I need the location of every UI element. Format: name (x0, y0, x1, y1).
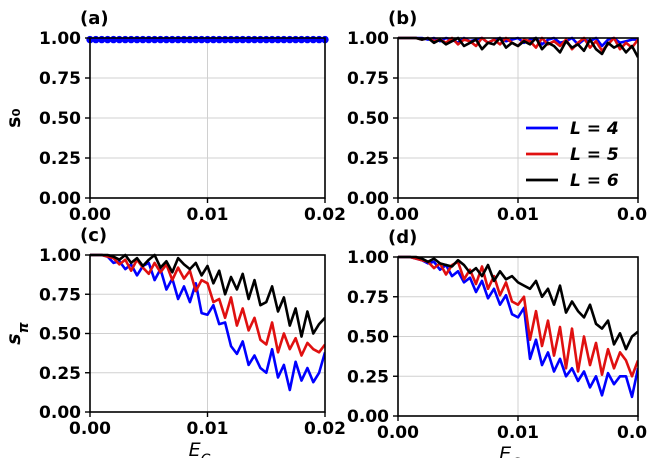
x-tick-label: 0.00 (69, 205, 111, 225)
x-tick-label: 0.00 (377, 205, 419, 225)
y-tick-label: 0.00 (347, 407, 389, 427)
panel-a: 0.00 0.01 0.02 0.00 0.25 0.50 0.75 1.00(a) s₀ (3, 8, 346, 225)
x-axis-label: EC (189, 439, 211, 458)
y-tick-label: 1.00 (347, 29, 389, 49)
x-tick-label: 0.00 (69, 419, 111, 439)
y-tick-label: 0.00 (39, 403, 81, 423)
series-line-L6 (90, 253, 325, 338)
panel-c: 0.00 0.01 0.02 0.00 0.25 0.50 0.75 1.00(c) sπ EC (3, 225, 346, 458)
x-tick-label: 0.02 (304, 419, 346, 439)
y-tick-label: 0.75 (347, 69, 389, 89)
panel-label: (c) (80, 225, 107, 246)
y-tick-label: 0.25 (347, 367, 389, 387)
y-tick-label: 0.25 (39, 364, 81, 384)
x-tick-label: 0.01 (187, 419, 229, 439)
y-axis-label: sπ (3, 321, 32, 344)
y-tick-label: 0.50 (39, 109, 81, 129)
y-tick-label: 0.00 (39, 189, 81, 209)
y-tick-label: 0.25 (347, 149, 389, 169)
series-line-L5 (398, 255, 638, 378)
series-line-L5 (90, 253, 325, 357)
y-tick-label: 0.75 (39, 285, 81, 305)
x-tick-label: 0.01 (497, 423, 539, 443)
y-axis-label: s₀ (3, 108, 25, 128)
y-tick-label: 0.50 (347, 109, 389, 129)
y-tick-label: 0.75 (347, 288, 389, 308)
x-axis-label: EC (499, 443, 521, 458)
panel-label: (b) (388, 8, 417, 29)
legend-label-L5: L = 5 (570, 145, 619, 165)
x-tick-label: 0.01 (497, 205, 539, 225)
x-tick-label: 0.02 (617, 205, 648, 225)
panel-label: (a) (80, 8, 109, 29)
x-tick-label: 0.00 (377, 423, 419, 443)
series-line-L6 (398, 255, 638, 351)
x-tick-label: 0.02 (304, 205, 346, 225)
y-tick-label: 0.00 (347, 189, 389, 209)
legend-label-L6: L = 6 (570, 171, 619, 191)
x-tick-label: 0.01 (187, 205, 229, 225)
panel-b: 0.00 0.01 0.02 0.00 0.25 0.50 0.75 1.00(b) L = 4… (347, 8, 648, 225)
y-tick-label: 0.75 (39, 69, 81, 89)
panel-label: (d) (388, 227, 417, 248)
legend: L = 4 L = 5 L = 6 (526, 119, 619, 191)
y-tick-label: 1.00 (39, 29, 81, 49)
series-line-L4 (398, 255, 638, 399)
legend-label-L4: L = 4 (570, 119, 619, 139)
y-tick-label: 1.00 (347, 248, 389, 268)
y-tick-label: 0.50 (347, 328, 389, 348)
panel-d: 0.00 0.01 0.02 0.00 0.25 0.50 0.75 1.00(d) EC (347, 227, 648, 458)
series-line-L6 (398, 36, 638, 58)
x-tick-label: 0.02 (617, 423, 648, 443)
y-tick-label: 0.50 (39, 325, 81, 345)
y-tick-label: 1.00 (39, 246, 81, 266)
y-tick-label: 0.25 (39, 149, 81, 169)
